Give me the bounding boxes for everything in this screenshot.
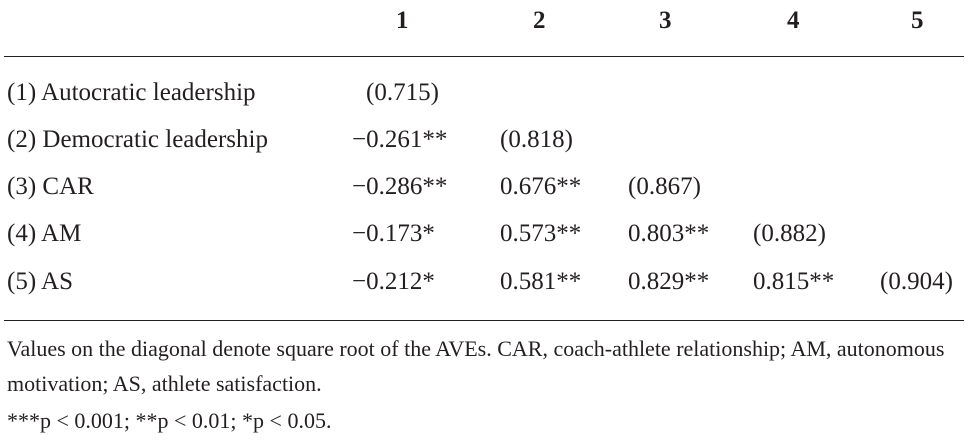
row-label: (4) AM [7, 220, 82, 247]
table-cell: −0.173* [352, 220, 435, 247]
table-footnote-significance: ***p < 0.001; **p < 0.01; *p < 0.05. [7, 408, 332, 433]
table-cell: (0.715) [366, 79, 439, 106]
table-cell: 0.815** [753, 268, 835, 295]
table-row: (5) AS −0.212* 0.581** 0.829** 0.815** (… [0, 262, 968, 302]
table-row: (3) CAR −0.286** 0.676** (0.867) [0, 167, 968, 207]
row-label: (3) CAR [7, 173, 94, 200]
table-cell: (0.818) [500, 126, 573, 153]
column-header-3: 3 [659, 7, 672, 34]
column-header-1: 1 [396, 7, 409, 34]
row-label: (5) AS [7, 268, 73, 295]
table-header-row: 1 2 3 4 5 [0, 4, 968, 38]
header-divider [4, 56, 964, 57]
row-label: (1) Autocratic leadership [7, 79, 256, 106]
table-row: (2) Democratic leadership −0.261** (0.81… [0, 120, 968, 160]
table-footnote-definitions: Values on the diagonal denote square roo… [7, 336, 945, 396]
row-label: (2) Democratic leadership [7, 126, 268, 153]
column-header-5: 5 [911, 7, 924, 34]
table-cell: 0.803** [628, 220, 710, 247]
table-cell: −0.286** [352, 173, 448, 200]
table-cell: (0.867) [628, 173, 701, 200]
table-cell: (0.882) [753, 220, 826, 247]
table-cell: 0.581** [500, 268, 582, 295]
table-cell: (0.904) [880, 268, 953, 295]
table-cell: −0.261** [352, 126, 448, 153]
column-header-2: 2 [533, 7, 546, 34]
column-header-4: 4 [787, 7, 800, 34]
table-row: (1) Autocratic leadership (0.715) [0, 73, 968, 113]
table-cell: 0.829** [628, 268, 710, 295]
table-cell: 0.573** [500, 220, 582, 247]
table-cell: −0.212* [352, 268, 435, 295]
table-cell: 0.676** [500, 173, 582, 200]
table-row: (4) AM −0.173* 0.573** 0.803** (0.882) [0, 214, 968, 254]
footer-divider [4, 320, 964, 321]
